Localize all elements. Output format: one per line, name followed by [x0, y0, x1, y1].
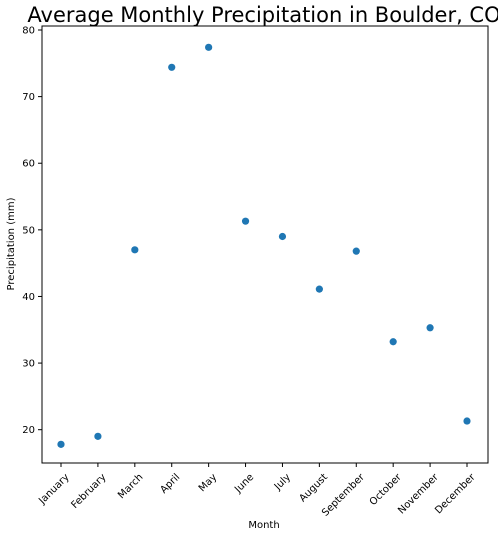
y-axis: 20 30 40 50 60 70 80 [22, 25, 42, 436]
data-point-july [278, 232, 287, 241]
y-tick-label: 60 [22, 159, 35, 170]
data-point-december [463, 417, 471, 425]
x-tick-label: March [116, 472, 145, 501]
x-tick-label: October [368, 471, 405, 508]
chart-title: Average Monthly Precipitation in Boulder… [27, 3, 498, 27]
data-point-february [94, 432, 102, 440]
data-point-august [315, 285, 323, 293]
data-point-march [131, 246, 139, 254]
plot-area-frame [41, 25, 489, 464]
y-tick-label: 30 [22, 359, 35, 370]
x-tick-label: December [433, 471, 478, 516]
x-tick-label: February [69, 472, 108, 511]
y-tick-label: 20 [22, 425, 35, 436]
data-point-april [168, 63, 176, 71]
data-point-october [389, 338, 397, 346]
x-tick-label: May [197, 472, 219, 494]
y-tick-label: 80 [22, 25, 35, 36]
x-tick-label: January [36, 472, 71, 507]
data-point-november [426, 324, 434, 332]
y-tick-label: 50 [22, 225, 35, 236]
x-tick-label: July [272, 472, 293, 493]
data-point-june [241, 217, 250, 225]
x-axis-label: Month [248, 520, 279, 531]
y-tick-label: 70 [22, 92, 35, 103]
y-axis-label: Precipitation (mm) [6, 197, 17, 290]
x-tick-label: June [232, 472, 256, 496]
data-point-may [205, 43, 213, 51]
x-tick-label: April [158, 472, 182, 496]
data-point-september [352, 247, 360, 255]
data-point-january [57, 440, 65, 448]
y-tick-label: 40 [22, 292, 35, 303]
x-tick-label: August [297, 472, 330, 505]
data-points [57, 43, 471, 448]
